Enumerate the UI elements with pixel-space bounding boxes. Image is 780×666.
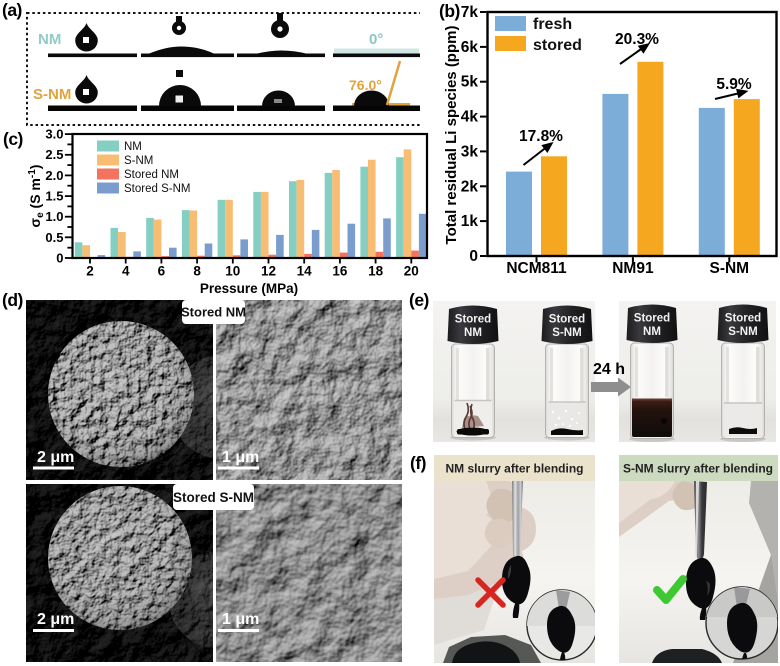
svg-text:16: 16 xyxy=(332,264,348,279)
svg-text:0: 0 xyxy=(56,251,63,266)
svg-text:14: 14 xyxy=(297,264,313,279)
svg-text:stored: stored xyxy=(533,37,582,54)
svg-text:NCM811: NCM811 xyxy=(506,260,567,277)
svg-text:Total residual Li species (ppm: Total residual Li species (ppm) xyxy=(443,26,460,245)
svg-text:2.5: 2.5 xyxy=(45,147,63,162)
svg-text:0°: 0° xyxy=(369,31,383,48)
svg-text:Stored: Stored xyxy=(725,313,761,325)
svg-text:NM: NM xyxy=(464,327,482,339)
svg-text:6: 6 xyxy=(158,264,166,279)
svg-text:Stored: Stored xyxy=(455,314,491,326)
svg-text:S-NM: S-NM xyxy=(33,86,71,103)
svg-text:Stored: Stored xyxy=(549,314,585,326)
svg-text:Stored NM: Stored NM xyxy=(124,169,179,181)
svg-text:Stored NM: Stored NM xyxy=(181,305,246,320)
svg-text:S-NM: S-NM xyxy=(728,326,757,338)
svg-text:24 h: 24 h xyxy=(593,361,625,378)
svg-text:1.5: 1.5 xyxy=(45,189,63,204)
svg-text:20.3%: 20.3% xyxy=(615,31,659,48)
svg-text:S-NM slurry after blending: S-NM slurry after blending xyxy=(623,462,773,476)
svg-text:3k: 3k xyxy=(461,143,479,160)
svg-text:2k: 2k xyxy=(461,178,479,195)
svg-text:1 μm: 1 μm xyxy=(222,611,259,628)
svg-text:5k: 5k xyxy=(461,74,479,91)
svg-text:2 μm: 2 μm xyxy=(37,449,74,466)
svg-text:S-NM: S-NM xyxy=(552,327,581,339)
svg-text:Pressure (MPa): Pressure (MPa) xyxy=(200,281,298,296)
svg-text:1 μm: 1 μm xyxy=(222,449,259,466)
svg-text:fresh: fresh xyxy=(533,16,572,33)
svg-text:17.8%: 17.8% xyxy=(519,128,563,145)
svg-text:σe (S m-1): σe (S m-1) xyxy=(27,165,46,228)
svg-text:4: 4 xyxy=(122,264,130,279)
svg-text:0: 0 xyxy=(469,248,478,265)
svg-text:5.9%: 5.9% xyxy=(716,76,752,93)
svg-text:NM: NM xyxy=(38,31,61,48)
svg-text:6k: 6k xyxy=(461,39,479,56)
svg-text:2 μm: 2 μm xyxy=(37,611,74,628)
svg-text:S-NM: S-NM xyxy=(709,260,749,277)
svg-text:S-NM: S-NM xyxy=(124,155,153,167)
svg-text:76.0°: 76.0° xyxy=(349,77,382,93)
svg-text:NM: NM xyxy=(643,326,661,338)
svg-text:10: 10 xyxy=(225,264,240,279)
svg-text:Stored: Stored xyxy=(634,313,670,325)
svg-text:8: 8 xyxy=(193,264,201,279)
svg-text:18: 18 xyxy=(368,264,384,279)
svg-text:2: 2 xyxy=(86,264,94,279)
svg-text:0.5: 0.5 xyxy=(45,230,63,245)
svg-text:1k: 1k xyxy=(461,213,479,230)
svg-text:12: 12 xyxy=(261,264,276,279)
svg-text:7k: 7k xyxy=(461,4,479,21)
svg-text:NM slurry after blending: NM slurry after blending xyxy=(445,462,583,476)
svg-text:NM: NM xyxy=(124,141,142,153)
svg-text:Stored S-NM: Stored S-NM xyxy=(173,490,254,505)
svg-text:4k: 4k xyxy=(461,109,479,126)
svg-text:Stored S-NM: Stored S-NM xyxy=(124,183,190,195)
svg-text:20: 20 xyxy=(404,264,419,279)
svg-text:1.0: 1.0 xyxy=(45,209,63,224)
svg-text:3.0: 3.0 xyxy=(45,128,63,142)
svg-text:NM91: NM91 xyxy=(612,260,654,277)
svg-text:2.0: 2.0 xyxy=(45,168,63,183)
